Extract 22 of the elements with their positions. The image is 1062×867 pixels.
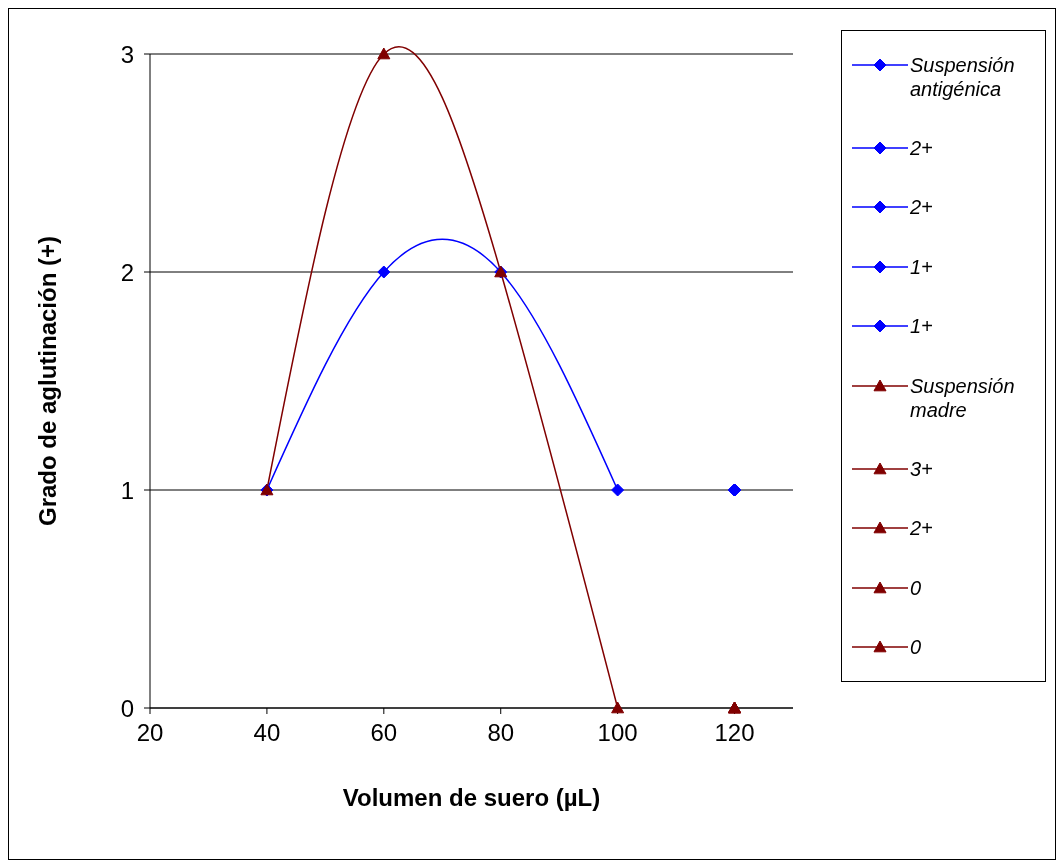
legend-label: 3+ [910,457,934,482]
legend-label: 2+ [910,136,934,161]
legend-label: Suspensión antigénica [910,52,1016,101]
x-tick-label: 40 [253,719,281,747]
legend-label: 2+ [910,195,934,220]
y-tick-label: 3 [120,40,134,68]
x-tick-label: 20 [136,719,164,747]
legend-label: Suspensión madre [910,373,1016,422]
y-tick-label: 1 [120,476,134,504]
x-tick-label: 60 [370,719,398,747]
y-axis-title: Grado de aglutinación (+) [33,235,61,527]
legend-label: 0 [910,575,923,600]
y-tick-label: 2 [120,258,134,286]
x-tick-label: 80 [487,719,515,747]
legend-label: 1+ [910,254,934,279]
y-tick-label: 0 [120,694,134,722]
x-axis-title: Volumen de suero (µL) [342,784,601,811]
legend-label: 0 [910,635,923,660]
x-tick-label: 120 [714,719,755,747]
x-tick-label: 100 [597,719,638,747]
legend-label: 2+ [910,516,934,541]
legend-label: 1+ [910,314,934,339]
